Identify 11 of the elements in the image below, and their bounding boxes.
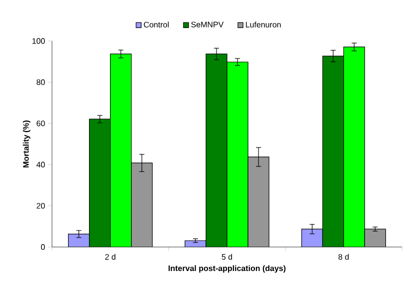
- bar: [301, 228, 323, 247]
- bar: [110, 54, 132, 247]
- bar: [364, 228, 386, 247]
- bar: [89, 119, 110, 247]
- bar: [322, 56, 344, 247]
- bar: [68, 234, 90, 247]
- bar: [227, 62, 248, 247]
- bar: [206, 54, 227, 247]
- bar: [248, 156, 269, 247]
- bar: [343, 46, 365, 247]
- bar: [131, 162, 152, 247]
